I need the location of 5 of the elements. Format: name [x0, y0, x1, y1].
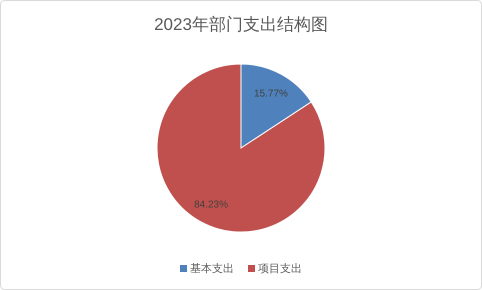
legend-label: 基本支出: [190, 262, 234, 275]
chart-title: 2023年部门支出结构图: [154, 15, 328, 34]
legend-label: 项目支出: [258, 262, 302, 275]
data-label: 84.23%: [194, 199, 228, 210]
data-label: 15.77%: [254, 88, 288, 100]
